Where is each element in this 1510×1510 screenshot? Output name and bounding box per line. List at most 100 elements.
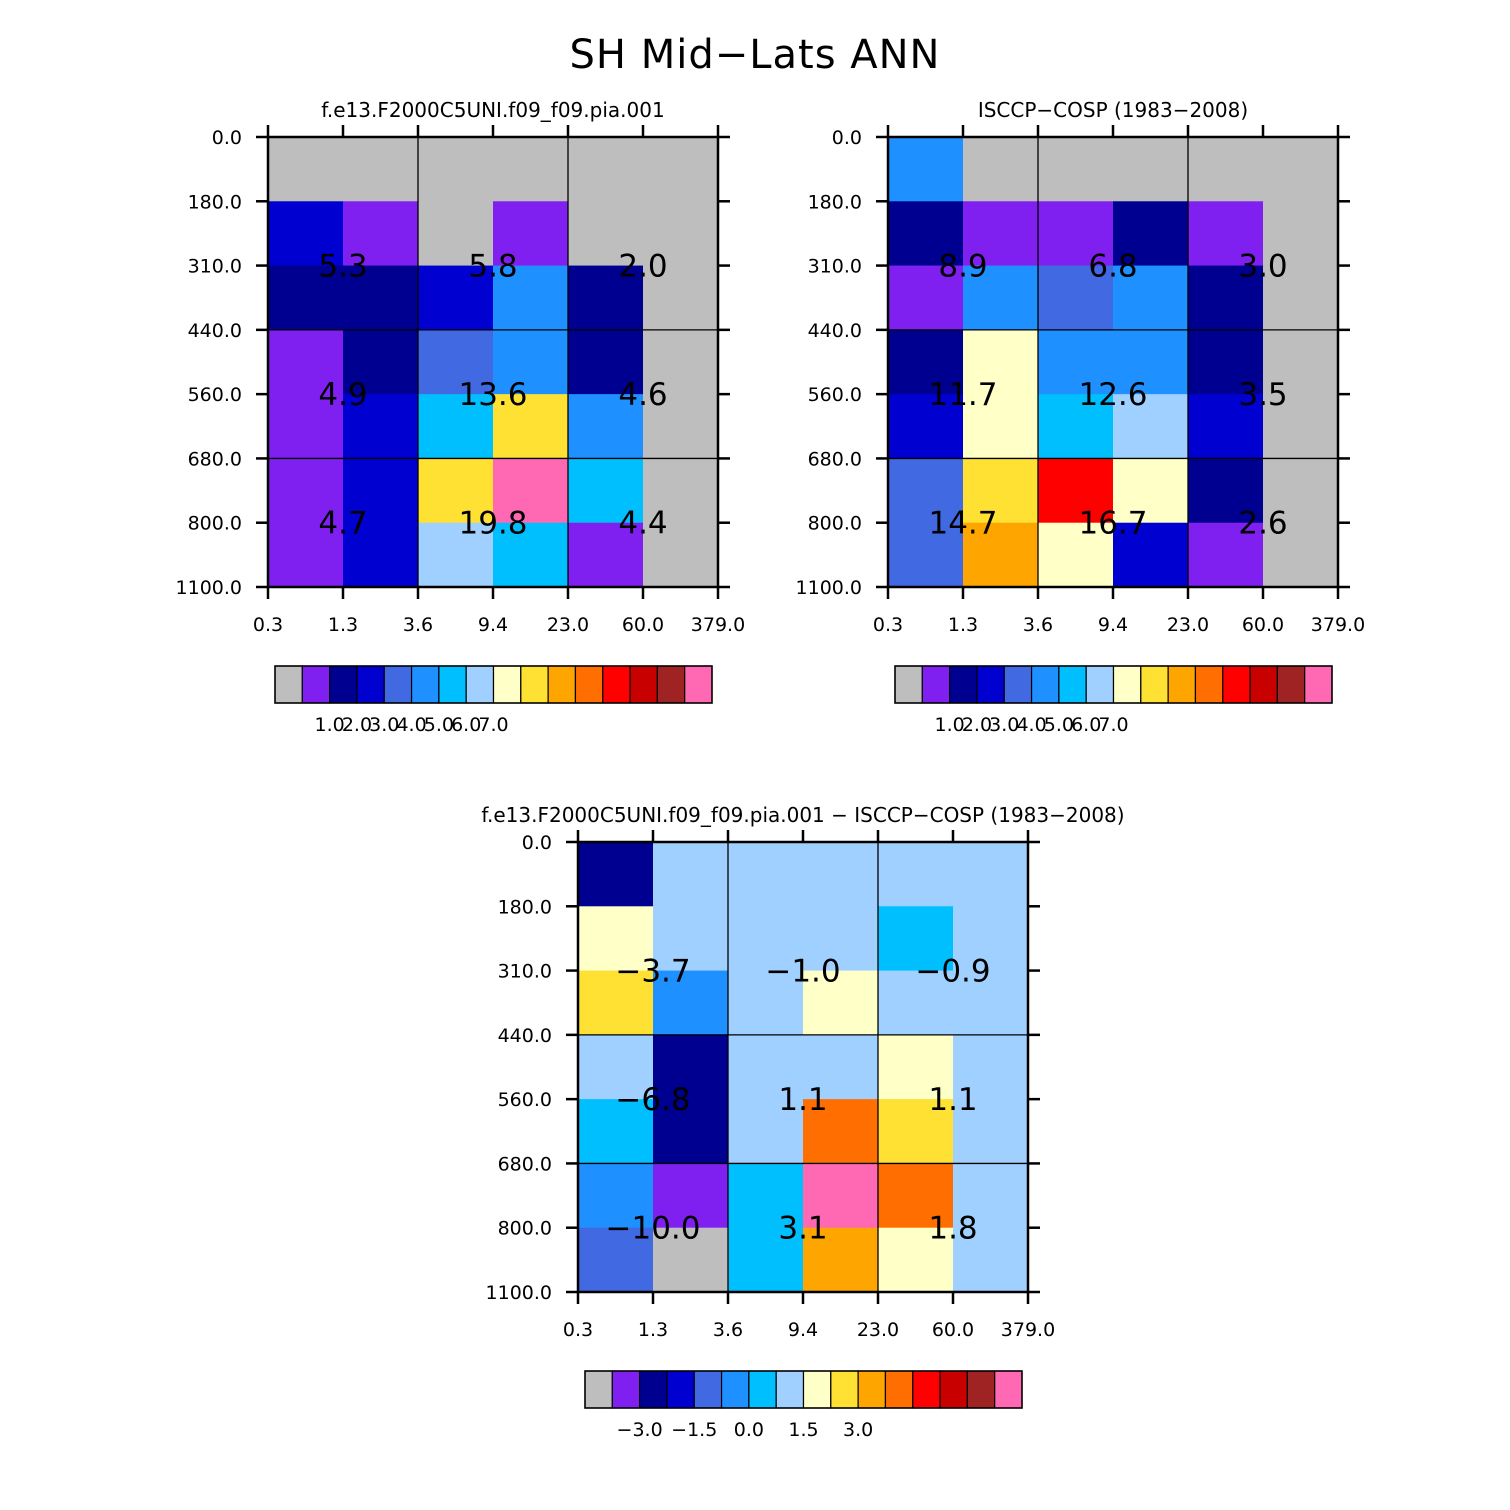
group-value-label: 19.8 [458,506,527,542]
x-tick-label: 1.3 [328,614,358,636]
heatmap-cell [418,137,494,202]
y-tick-label: 180.0 [498,896,552,918]
heatmap-cell [1188,458,1264,524]
colorbar-box [410,665,440,704]
y-tick-label: 680.0 [188,448,242,470]
group-value-label: −10.0 [606,1211,701,1247]
colorbar-box [894,665,923,704]
heatmap-cell [878,1163,954,1229]
colorbar-label: 5.0 [424,714,454,736]
colorbar-box [1003,665,1033,704]
heatmap-cell [493,522,569,588]
heatmap-cell [888,458,964,524]
colorbar-box [1085,665,1115,704]
heatmap-cell [268,329,344,395]
colorbar-box [611,1370,641,1409]
heatmap-cell [1038,137,1114,202]
colorbar-box [639,1370,668,1409]
heatmap-cell [568,394,644,459]
heatmap-cell [1113,329,1189,395]
heatmap-cell [418,265,494,331]
colorbar-label: 4.0 [396,714,426,736]
colorbar-border [274,665,713,704]
heatmap-cell [963,265,1039,331]
heatmap-cell [728,1163,804,1229]
heatmap-cell [878,970,954,1036]
colorbar-box [1304,665,1333,704]
y-tick-label: 680.0 [808,448,862,470]
panel-difference: f.e13.F2000C5UNI.f09_f09.pia.001 − ISCCP… [481,803,1124,1441]
heatmap-cell [1188,329,1264,395]
heatmap-cell [418,329,494,395]
heatmap-cell [268,265,344,331]
colorbar-label: 5.0 [1044,714,1074,736]
group-value-label: 1.8 [928,1211,977,1247]
y-tick-label: 180.0 [808,191,862,213]
colorbar-label: 3.0 [369,714,399,736]
heatmap-cell [1038,394,1114,459]
colorbar-box [666,1370,695,1409]
heatmap-cell [1113,265,1189,331]
colorbar-box [748,1370,777,1409]
heatmap-cell [493,265,569,331]
heatmap-cell [568,265,644,331]
heatmap-cell [343,458,419,524]
group-value-label: 4.9 [318,377,367,413]
group-value-label: 4.6 [618,377,667,413]
heatmap-cell [1113,137,1189,202]
colorbar-box [921,665,951,704]
x-tick-label: 23.0 [857,1319,899,1341]
heatmap-cell [728,1227,804,1293]
heatmap-cell [418,522,494,588]
group-value-label: 4.7 [318,506,367,542]
heatmap-cell [578,906,654,972]
panel-model: f.e13.F2000C5UNI.f09_f09.pia.001 5.3 5.8 2.… [176,98,746,736]
heatmap-cell [803,842,879,907]
group-value-label: 5.8 [468,249,517,285]
heatmap-cell [963,522,1039,588]
heatmap-cell [268,201,344,267]
heatmap-cell [963,201,1039,267]
heatmap-cell [418,201,494,267]
colorbar-box [1249,665,1278,704]
heatmap-cell [888,522,964,588]
heatmap-cell [1038,265,1114,331]
colorbar-box [547,665,577,704]
colorbar-border [894,665,1333,704]
colorbar-box [584,1370,613,1409]
heatmap-cell [953,906,1029,972]
x-tick-label: 0.3 [253,614,283,636]
heatmap-cell [1113,458,1189,524]
heatmap-cell [1113,394,1189,459]
x-tick-label: 60.0 [932,1319,974,1341]
y-tick-label: 440.0 [808,320,862,342]
heatmap-cell [953,1034,1029,1100]
heatmap-cell [963,394,1039,459]
colorbar-box [994,1370,1023,1409]
group-value-label: 5.3 [318,249,367,285]
colorbar-box [1140,665,1169,704]
heatmap-cell [803,970,879,1036]
colorbar-label: 4.0 [1016,714,1046,736]
heatmap-cell [653,1099,729,1164]
heatmap-cell [888,201,964,267]
heatmap-cell [1038,201,1114,267]
colorbar-label: 1.5 [788,1419,818,1441]
colorbar-label: −3.0 [617,1419,663,1441]
heatmap-cell [728,970,804,1036]
x-tick-label: 0.3 [873,614,903,636]
heatmap-cell [493,201,569,267]
heatmap-cell [1038,458,1114,524]
heatmap-cell [1263,201,1339,267]
x-tick-label: 60.0 [622,614,664,636]
heatmap-cell [1188,522,1264,588]
x-tick-label: 23.0 [1167,614,1209,636]
x-tick-label: 9.4 [1098,614,1128,636]
colorbar-label: 2.0 [962,714,992,736]
heatmap-cell [578,1034,654,1100]
group-value-label: 16.7 [1078,506,1147,542]
colorbar-label: 6.0 [451,714,481,736]
panel-title: f.e13.F2000C5UNI.f09_f09.pia.001 − ISCCP… [481,803,1124,827]
heatmap-cell [1038,522,1114,588]
heatmap-cell [878,1227,954,1293]
